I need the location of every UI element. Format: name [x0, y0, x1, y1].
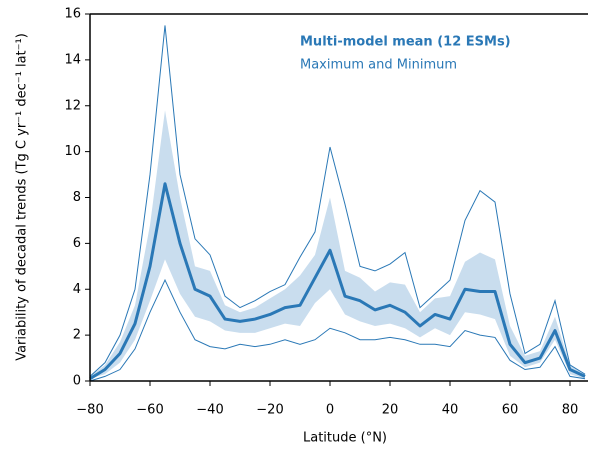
x-tick-label: −20 — [256, 403, 283, 418]
band-area — [90, 110, 585, 379]
y-tick-label: 10 — [64, 144, 81, 159]
y-tick-label: 0 — [73, 374, 81, 389]
legend-entry: Maximum and Minimum — [300, 58, 457, 73]
x-tick-label: 80 — [562, 403, 579, 418]
y-tick-label: 8 — [73, 190, 81, 205]
x-tick-label: −40 — [196, 403, 223, 418]
y-tick-label: 16 — [64, 7, 81, 22]
legend-entry: Multi-model mean (12 ESMs) — [300, 35, 511, 50]
y-tick-label: 14 — [64, 52, 81, 67]
x-tick-label: 60 — [502, 403, 519, 418]
y-tick-label: 12 — [64, 98, 81, 113]
x-tick-label: −60 — [136, 403, 163, 418]
y-tick-label: 2 — [73, 328, 81, 343]
y-tick-label: 6 — [73, 236, 81, 251]
x-tick-label: 0 — [326, 403, 334, 418]
y-tick-label: 4 — [73, 282, 81, 297]
x-tick-label: −80 — [76, 403, 103, 418]
range-line — [89, 278, 586, 382]
x-axis-label: Latitude (°N) — [303, 431, 387, 446]
y-axis-label: Variability of decadal trends (Tg C yr⁻¹… — [15, 33, 30, 361]
x-tick-label: 20 — [382, 403, 399, 418]
x-tick-label: 40 — [442, 403, 459, 418]
mean-line — [89, 182, 586, 380]
range-line — [89, 25, 586, 377]
